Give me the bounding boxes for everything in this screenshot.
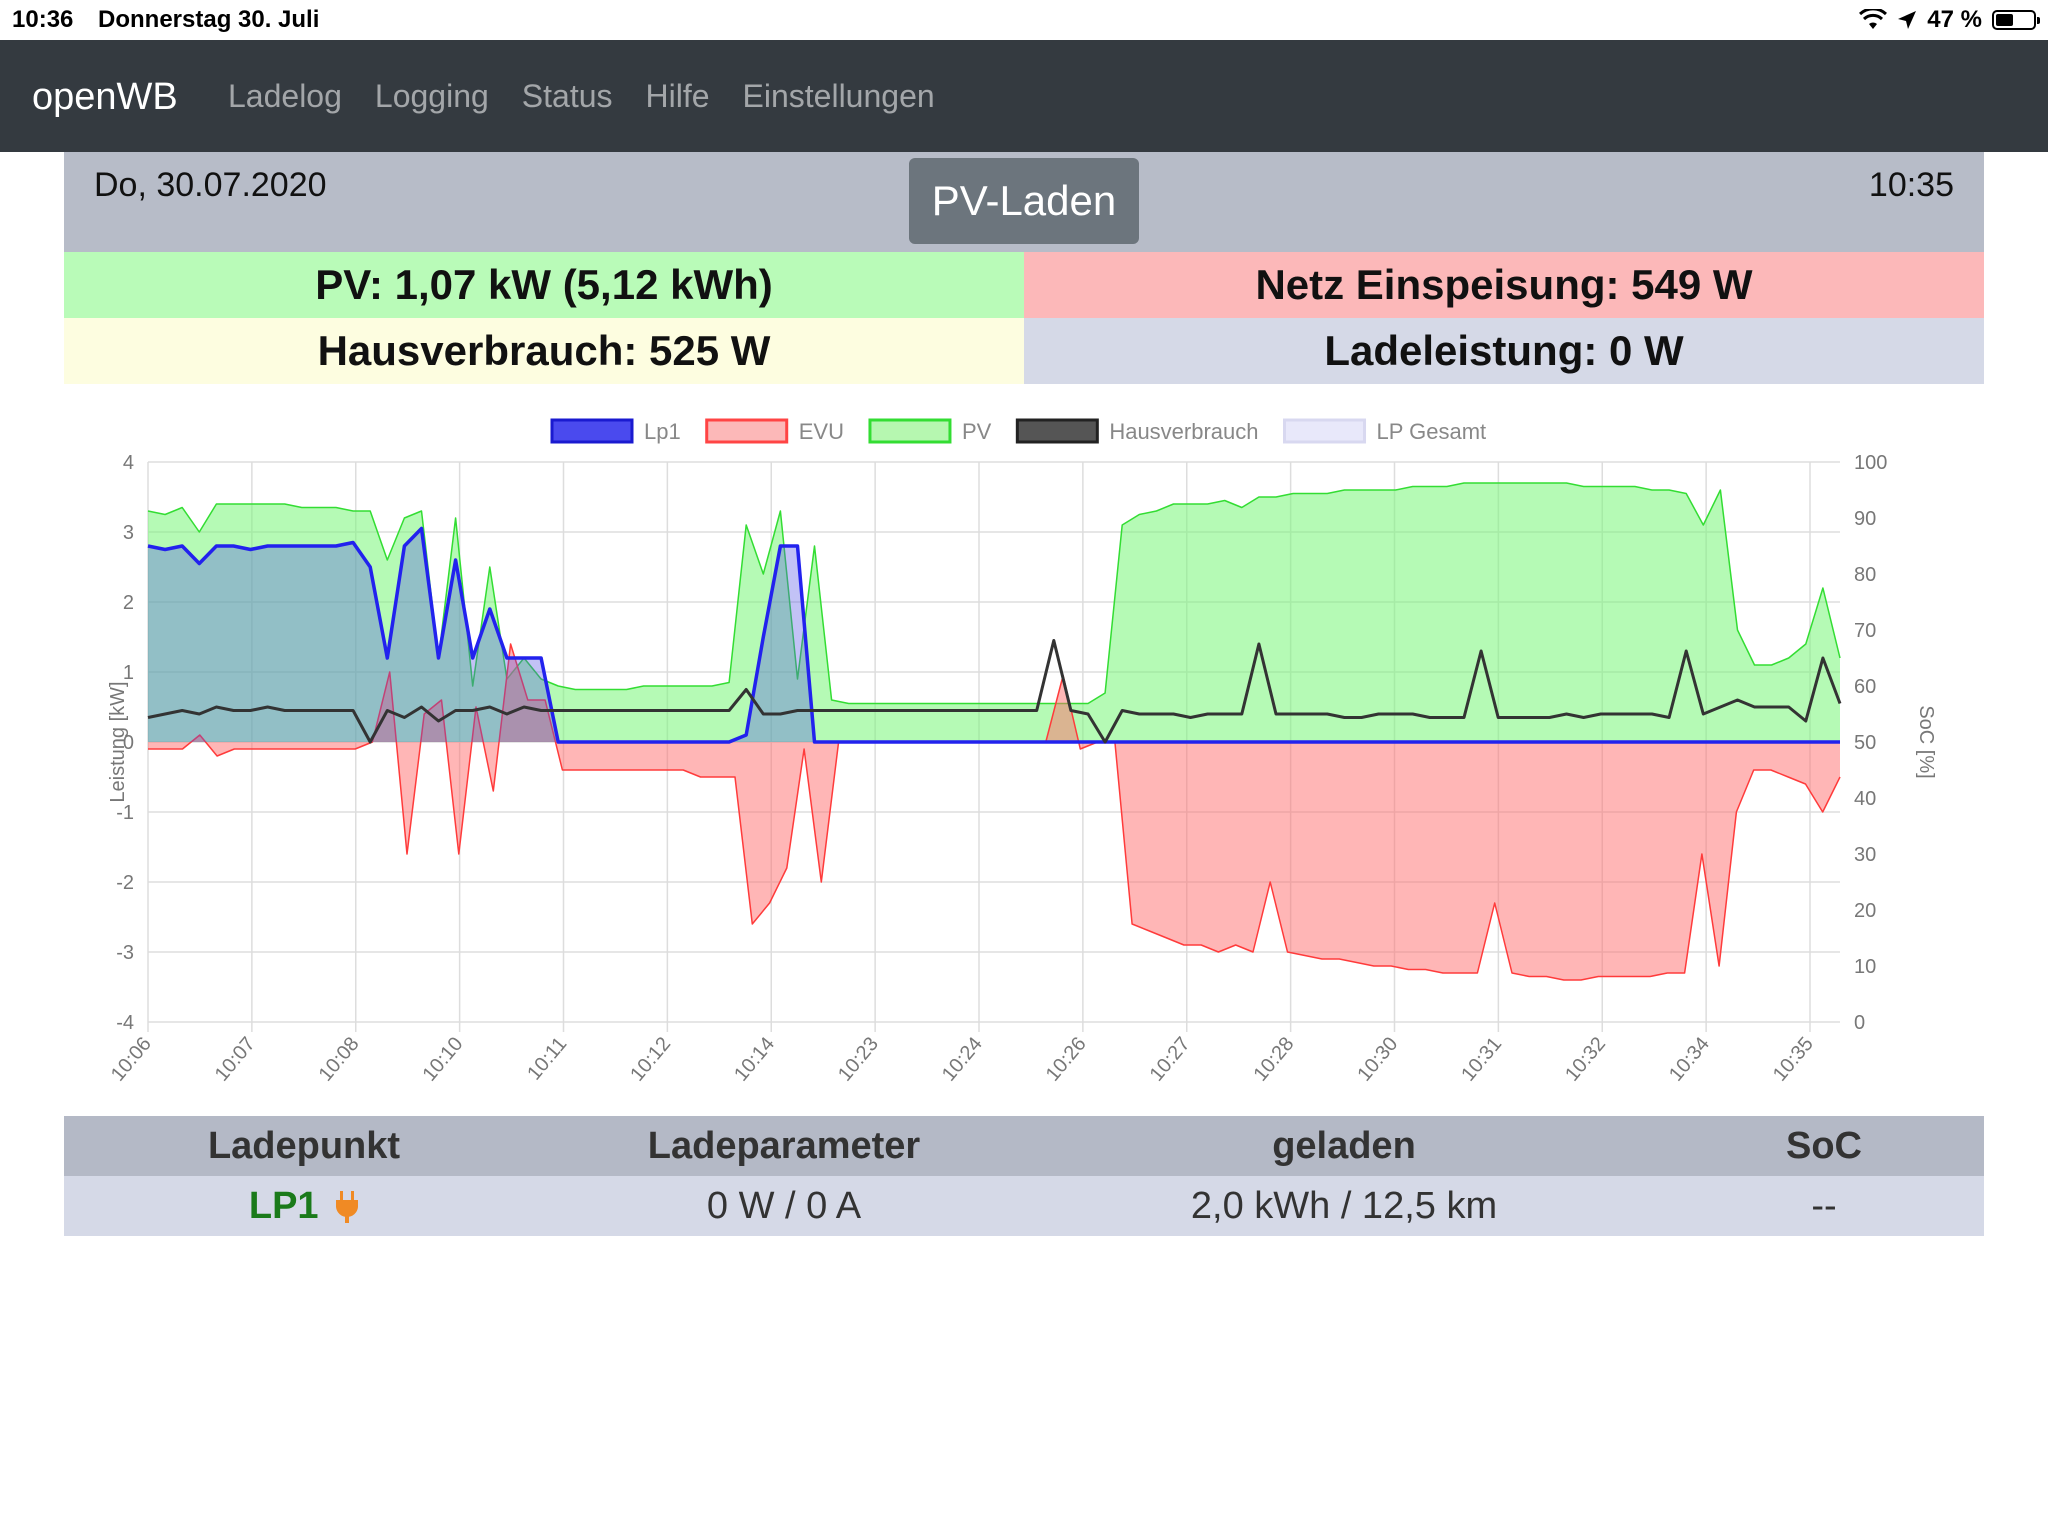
x-tick: 10:27 xyxy=(1146,1033,1195,1085)
wifi-icon xyxy=(1859,9,1888,29)
lp1-geladen: 2,0 kWh / 12,5 km xyxy=(1190,1184,1498,1227)
legend-swatch-lp-gesamt xyxy=(1283,418,1367,444)
x-tick: 10:23 xyxy=(834,1033,883,1085)
y-tick-right: 0 xyxy=(1854,1012,1865,1034)
y-tick-right: 50 xyxy=(1854,732,1876,754)
header-panel: Do, 30.07.2020 PV-Laden 10:35 xyxy=(64,152,1984,252)
header-ladeparameter: Ladeparameter xyxy=(647,1124,921,1167)
brand-link[interactable]: openWB xyxy=(32,76,178,118)
netz-tile: Netz Einspeisung: 549 W xyxy=(1024,252,1984,318)
x-tick: 10:26 xyxy=(1042,1033,1091,1085)
charge-mode-button[interactable]: PV-Laden xyxy=(909,158,1139,244)
header-geladen: geladen xyxy=(1272,1124,1416,1167)
nav-ladelog[interactable]: Ladelog xyxy=(228,78,342,114)
table-header-row: Ladepunkt Ladeparameter geladen SoC xyxy=(64,1116,1984,1176)
battery-level xyxy=(1996,14,2013,26)
nav-einstellungen[interactable]: Einstellungen xyxy=(742,78,935,114)
nav-logging[interactable]: Logging xyxy=(374,78,489,114)
x-tick: 10:11 xyxy=(523,1033,571,1084)
legend-label-lp-gesamt: LP Gesamt xyxy=(1377,419,1487,444)
summary-tiles: PV: 1,07 kW (5,12 kWh) Netz Einspeisung:… xyxy=(64,252,1984,384)
y-tick-right: 60 xyxy=(1854,676,1876,698)
power-chart-svg: 43210-1-2-3-4100908070605040302010010:06… xyxy=(107,418,1937,1086)
legend-swatch-hausverbrauch xyxy=(1015,418,1099,444)
lp1-cell[interactable]: LP1 xyxy=(64,1185,544,1228)
x-tick: 10:28 xyxy=(1249,1033,1298,1085)
y-axis-title-right: SoC [%] xyxy=(1915,705,1937,778)
battery-icon xyxy=(1992,10,2040,30)
x-tick: 10:34 xyxy=(1665,1033,1714,1085)
nav-links: Ladelog Logging Status Hilfe Einstellung… xyxy=(228,78,935,115)
y-axis-title-left: Leistung [kW] xyxy=(107,681,129,802)
y-tick-left: -4 xyxy=(116,1012,134,1034)
status-date: Donnerstag 30. Juli xyxy=(98,6,320,33)
legend-swatch-lp1 xyxy=(550,418,634,444)
x-tick: 10:32 xyxy=(1561,1033,1610,1085)
legend-label-lp1: Lp1 xyxy=(644,419,681,444)
ios-status-bar: 10:36 Donnerstag 30. Juli 47 % xyxy=(0,0,2048,40)
y-tick-right: 90 xyxy=(1854,508,1876,530)
legend-swatch-pv xyxy=(868,418,952,444)
series-line-hausverbrauch xyxy=(147,639,1842,744)
x-tick: 10:35 xyxy=(1769,1033,1818,1085)
x-tick: 10:08 xyxy=(315,1033,364,1085)
y-tick-right: 40 xyxy=(1854,788,1876,810)
legend-label-pv: PV xyxy=(962,419,992,444)
status-time: 10:36 xyxy=(12,6,74,33)
pv-tile: PV: 1,07 kW (5,12 kWh) xyxy=(64,252,1024,318)
header-soc: SoC xyxy=(1786,1124,1862,1167)
hausverbrauch-tile: Hausverbrauch: 525 W xyxy=(64,318,1024,384)
battery-percentage: 47 % xyxy=(1927,6,1982,33)
y-tick-right: 80 xyxy=(1854,564,1876,586)
lp1-name[interactable]: LP1 xyxy=(248,1184,319,1227)
lp1-ladeparameter: 0 W / 0 A xyxy=(706,1184,862,1227)
plug-icon xyxy=(336,1191,359,1224)
x-tick: 10:30 xyxy=(1353,1033,1402,1085)
y-tick-right: 20 xyxy=(1854,900,1876,922)
navbar: openWB Ladelog Logging Status Hilfe Eins… xyxy=(0,40,2048,152)
y-tick-right: 100 xyxy=(1854,452,1887,474)
ladepunkt-table: Ladepunkt Ladeparameter geladen SoC LP1 … xyxy=(64,1116,1984,1236)
series-area-pv xyxy=(148,483,1840,742)
y-tick-left: -1 xyxy=(116,802,134,824)
y-tick-left: -2 xyxy=(116,872,134,894)
location-arrow-icon xyxy=(1898,11,1917,29)
power-chart: 4 3 2 1 0 -1 -2 -3 -4 100 90 80 70 60 50 40 30 20 10 0 10:06… xyxy=(64,384,1984,1114)
header-ladepunkt: Ladepunkt xyxy=(207,1124,401,1167)
y-tick-left: 0 xyxy=(123,732,134,754)
header-date: Do, 30.07.2020 xyxy=(94,166,327,204)
series-line-lp1 xyxy=(147,526,1840,744)
y-tick-right: 10 xyxy=(1854,956,1876,978)
x-tick: 10:07 xyxy=(211,1033,260,1085)
y-tick-right: 70 xyxy=(1854,620,1876,642)
legend-swatch-evu xyxy=(705,418,789,444)
legend-label-evu: EVU xyxy=(799,419,844,444)
series-area-lp1 xyxy=(148,528,1840,742)
y-tick-left: 1 xyxy=(123,662,134,684)
header-time: 10:35 xyxy=(1868,166,1954,204)
x-tick: 10:31 xyxy=(1457,1033,1506,1085)
y-tick-left: 2 xyxy=(123,592,134,614)
nav-status[interactable]: Status xyxy=(521,78,613,114)
y-tick-left: 4 xyxy=(123,452,134,474)
lp1-soc: -- xyxy=(1811,1184,1837,1227)
nav-hilfe[interactable]: Hilfe xyxy=(645,78,710,114)
x-tick: 10:06 xyxy=(107,1033,156,1085)
x-tick: 10:10 xyxy=(418,1033,467,1085)
status-right-group: 47 % xyxy=(1859,6,2040,34)
x-tick: 10:14 xyxy=(730,1033,779,1085)
table-row: LP1 0 W / 0 A 2,0 kWh / 12,5 km -- xyxy=(64,1176,1984,1236)
y-tick-right: 30 xyxy=(1854,844,1876,866)
legend-label-hausverbrauch: Hausverbrauch xyxy=(1109,419,1258,444)
y-tick-left: -3 xyxy=(116,942,134,964)
y-tick-left: 3 xyxy=(123,522,134,544)
ladeleistung-tile: Ladeleistung: 0 W xyxy=(1024,318,1984,384)
series-area-evu xyxy=(148,644,1840,980)
x-tick: 10:24 xyxy=(938,1033,987,1085)
x-tick: 10:12 xyxy=(626,1033,675,1085)
